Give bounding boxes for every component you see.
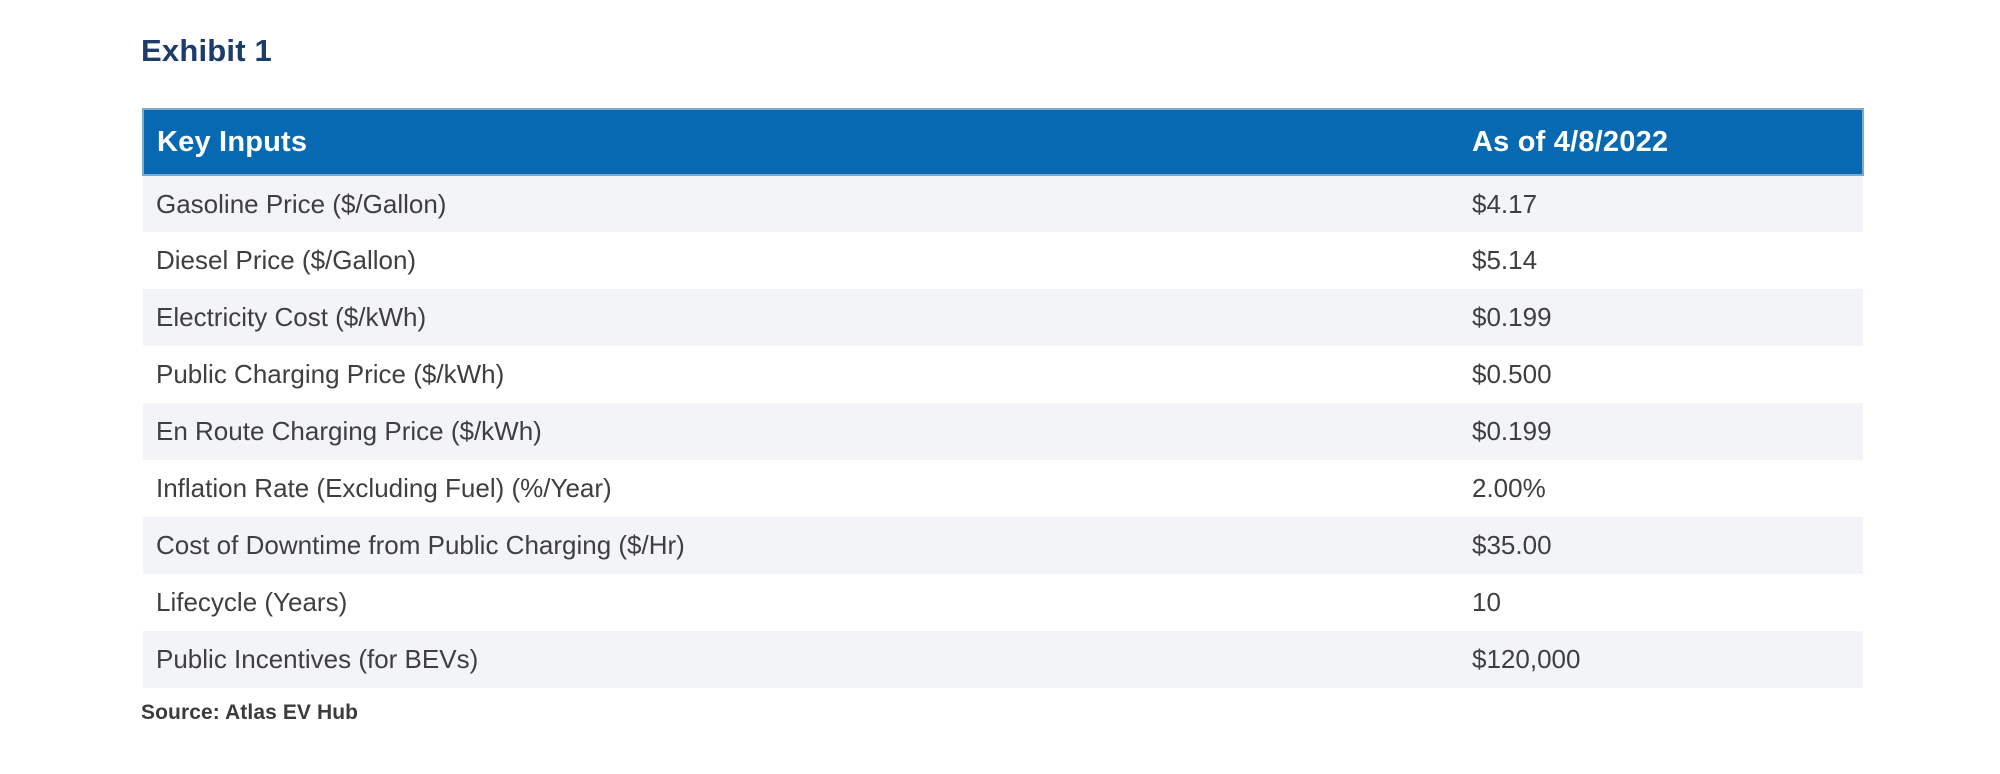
table-row: Lifecycle (Years) 10	[143, 574, 1863, 631]
table-row: Public Charging Price ($/kWh) $0.500	[143, 346, 1863, 403]
input-value-cell: $4.17	[1459, 175, 1863, 232]
table-row: Public Incentives (for BEVs) $120,000	[143, 631, 1863, 688]
key-inputs-table: Key Inputs As of 4/8/2022 Gasoline Price…	[142, 108, 1864, 688]
source-note: Source: Atlas EV Hub	[141, 701, 359, 724]
page-title: Exhibit 1	[141, 33, 272, 68]
input-label-cell: Public Incentives (for BEVs)	[143, 631, 1459, 688]
table-row: Gasoline Price ($/Gallon) $4.17	[143, 175, 1863, 232]
input-label-cell: Diesel Price ($/Gallon)	[143, 232, 1459, 289]
table-row: Electricity Cost ($/kWh) $0.199	[143, 289, 1863, 346]
table-row: Cost of Downtime from Public Charging ($…	[143, 517, 1863, 574]
table-row: Diesel Price ($/Gallon) $5.14	[143, 232, 1863, 289]
input-label-cell: Public Charging Price ($/kWh)	[143, 346, 1459, 403]
input-value-cell: 2.00%	[1459, 460, 1863, 517]
table-header-row: Key Inputs As of 4/8/2022	[142, 108, 1864, 176]
table-row: Inflation Rate (Excluding Fuel) (%/Year)…	[143, 460, 1863, 517]
input-value-cell: $120,000	[1459, 631, 1863, 688]
input-label-cell: Electricity Cost ($/kWh)	[143, 289, 1459, 346]
input-label-cell: Lifecycle (Years)	[143, 574, 1459, 631]
input-label-cell: Cost of Downtime from Public Charging ($…	[143, 517, 1459, 574]
input-value-cell: $0.199	[1459, 289, 1863, 346]
input-value-cell: $0.199	[1459, 403, 1863, 460]
input-label-cell: Inflation Rate (Excluding Fuel) (%/Year)	[143, 460, 1459, 517]
input-value-cell: $5.14	[1459, 232, 1863, 289]
input-value-cell: 10	[1459, 574, 1863, 631]
key-inputs-header-cell: Key Inputs	[142, 108, 1459, 176]
input-value-cell: $0.500	[1459, 346, 1863, 403]
as-of-date-header-cell: As of 4/8/2022	[1459, 108, 1864, 176]
input-value-cell: $35.00	[1459, 517, 1863, 574]
table-row: En Route Charging Price ($/kWh) $0.199	[143, 403, 1863, 460]
input-label-cell: Gasoline Price ($/Gallon)	[143, 175, 1459, 232]
input-label-cell: En Route Charging Price ($/kWh)	[143, 403, 1459, 460]
